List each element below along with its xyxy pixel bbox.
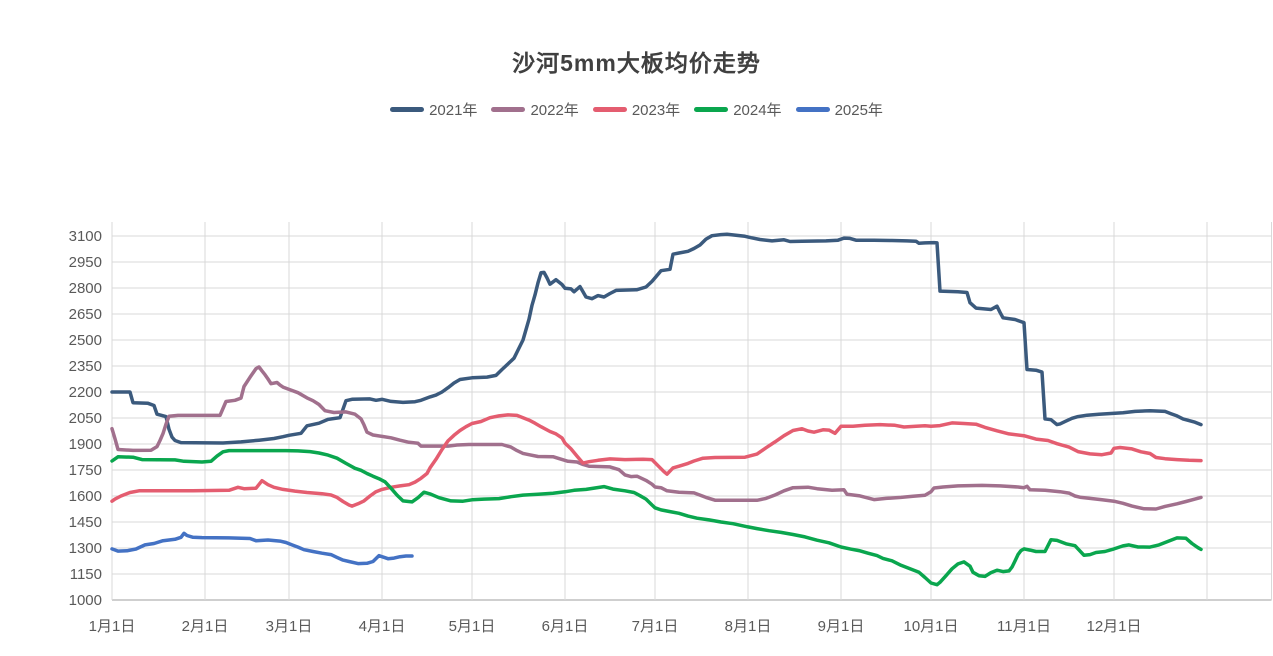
legend-item-2024[interactable]: 2024年 <box>694 99 782 120</box>
x-axis-tick-label: 2月1日 <box>182 618 229 635</box>
y-axis-tick-label: 1900 <box>69 436 102 453</box>
x-axis-tick-label: 1月1日 <box>89 618 136 635</box>
legend-swatch-icon <box>694 107 729 112</box>
legend-label: 2024年 <box>733 102 782 119</box>
legend-item-2023[interactable]: 2023年 <box>592 99 681 120</box>
x-axis-tick-label: 9月1日 <box>818 618 865 635</box>
y-axis-tick-label: 2350 <box>69 358 102 375</box>
legend-swatch-icon <box>390 107 425 112</box>
y-axis-tick-label: 2500 <box>69 332 102 349</box>
x-axis-tick-label: 11月1日 <box>997 618 1051 635</box>
series-line-2024年 <box>110 448 1203 587</box>
y-axis-tick-label: 2200 <box>69 384 102 401</box>
y-axis-tick-label: 1750 <box>69 462 102 479</box>
legend-label: 2025年 <box>834 102 883 119</box>
x-axis-tick-label: 8月1日 <box>725 618 772 635</box>
y-axis-tick-label: 1150 <box>70 566 102 583</box>
legend-label: 2021年 <box>429 102 478 119</box>
y-axis-tick-label: 2800 <box>69 280 102 297</box>
series-line-2025年 <box>110 531 414 566</box>
x-axis-tick-label: 3月1日 <box>266 618 313 635</box>
y-axis-tick-label: 1300 <box>69 540 102 557</box>
y-axis-tick-label: 1450 <box>69 514 102 531</box>
x-axis-tick-label: 6月1日 <box>542 618 589 635</box>
y-axis-tick-label: 1600 <box>69 488 102 505</box>
legend-item-2021[interactable]: 2021年 <box>390 99 477 120</box>
x-axis-tick-label: 7月1日 <box>632 618 679 635</box>
y-axis-tick-label: 2650 <box>69 306 102 323</box>
series-line-2023年 <box>110 413 1203 508</box>
x-axis-tick-label: 4月1日 <box>359 618 406 635</box>
legend-item-2022[interactable]: 2022年 <box>491 99 579 120</box>
y-axis-tick-label: 2050 <box>69 410 102 427</box>
series-line-2021年 <box>110 232 1203 445</box>
legend-swatch-icon <box>491 107 526 112</box>
y-axis-tick-label: 2950 <box>69 254 102 271</box>
chart-legend: 2021年 2022年 2023年 2024年 2025年 <box>0 99 1273 120</box>
legend-item-2025[interactable]: 2025年 <box>795 99 883 120</box>
x-axis-tick-label: 12月1日 <box>1086 618 1141 635</box>
x-axis-tick-label: 5月1日 <box>449 618 496 635</box>
y-axis-tick-label: 1000 <box>69 592 102 609</box>
legend-swatch-icon <box>592 107 627 112</box>
x-axis-tick-label: 10月1日 <box>903 618 958 635</box>
chart-title: 沙河5mm大板均价走势 <box>512 50 761 76</box>
y-axis-tick-label: 3100 <box>69 228 102 245</box>
legend-label: 2022年 <box>530 102 579 119</box>
legend-swatch-icon <box>795 107 830 112</box>
legend-label: 2023年 <box>631 102 681 119</box>
